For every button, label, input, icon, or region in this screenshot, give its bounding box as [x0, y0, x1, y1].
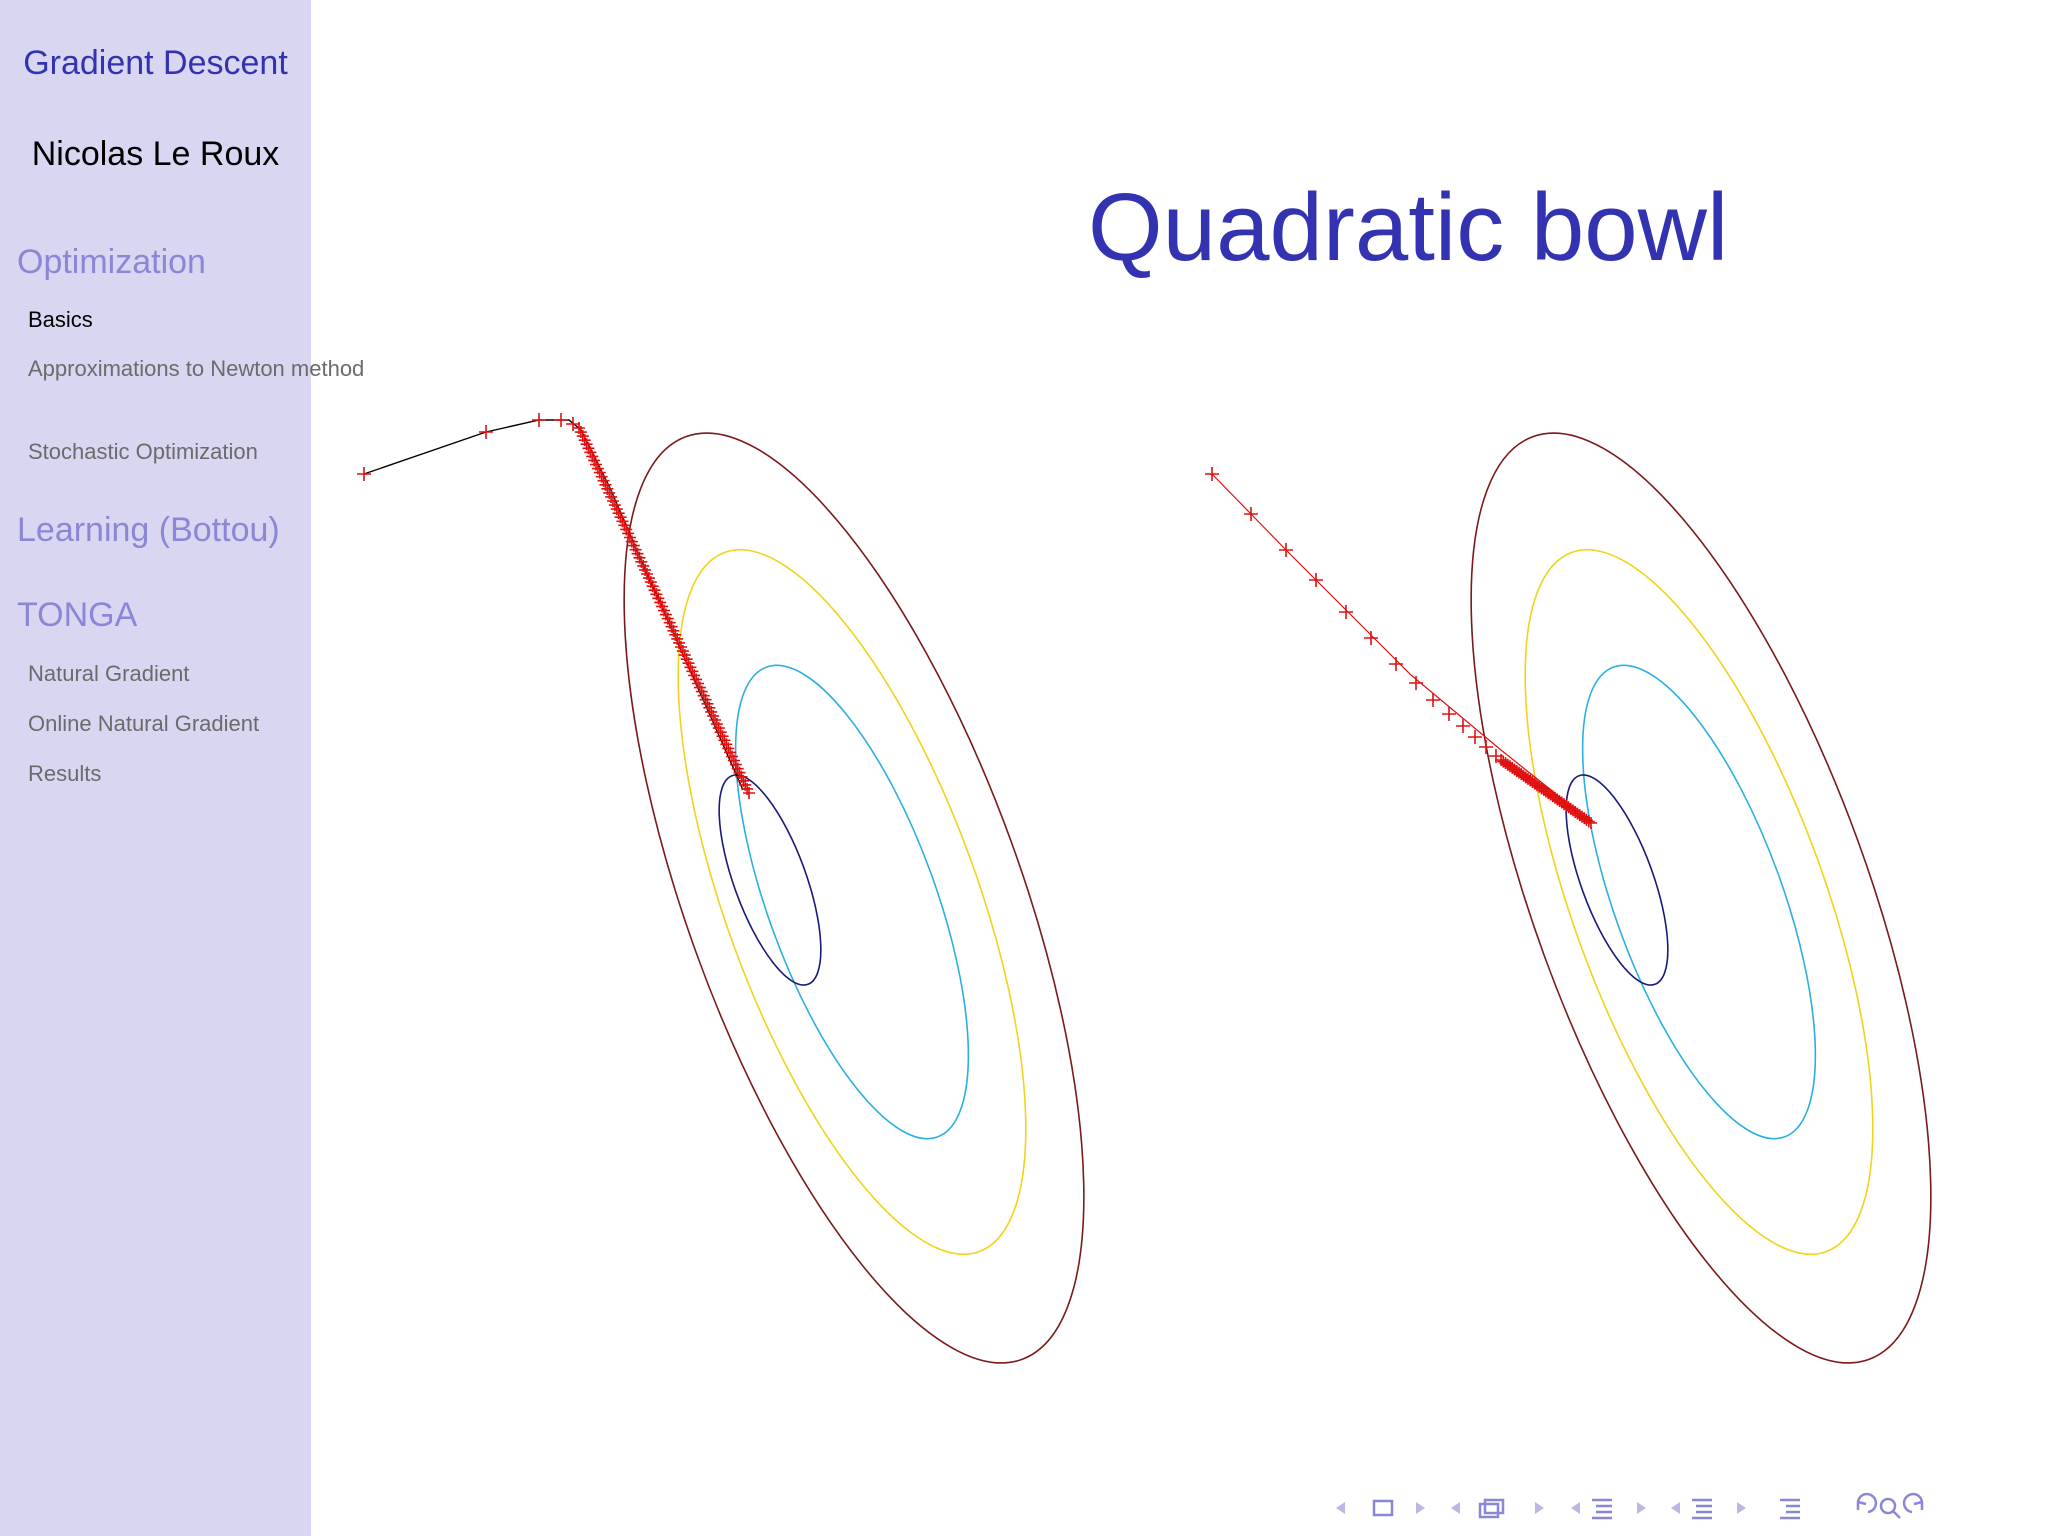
nav-section-tonga[interactable]: TONGA [17, 596, 138, 634]
step-marker [1426, 693, 1440, 707]
contour-cyan [1581, 664, 1817, 1140]
outline-icon[interactable] [1780, 1498, 1800, 1520]
nav-item-results[interactable]: Results [28, 761, 102, 786]
left-contours [623, 432, 1085, 1364]
search-icon[interactable] [1879, 1497, 1901, 1519]
prev-section-icon[interactable] [1671, 1502, 1680, 1514]
next-frame-icon[interactable] [1416, 1502, 1425, 1514]
nav-item-approximations-to-newton[interactable]: Approximations to Newton method [28, 356, 365, 381]
step-marker [1279, 543, 1293, 557]
prev-subsection-icon[interactable] [1571, 1502, 1580, 1514]
section-icon[interactable] [1692, 1498, 1712, 1520]
contour-outer [623, 432, 1085, 1364]
step-marker [1364, 631, 1378, 645]
step-marker [1468, 730, 1482, 744]
prev-slide-icon[interactable] [1451, 1502, 1460, 1514]
contour-plots [357, 413, 1932, 1364]
slide-icon[interactable] [1478, 1498, 1505, 1519]
step-marker [357, 467, 371, 481]
step-marker [554, 413, 568, 427]
step-marker [479, 425, 493, 439]
back-icon[interactable] [1856, 1492, 1878, 1514]
step-marker [566, 417, 580, 431]
left-contour-plot [357, 413, 1085, 1364]
beamer-navigation-bar [1336, 1492, 1924, 1520]
contour-yellow [1524, 548, 1874, 1256]
nav-item-natural-gradient[interactable]: Natural Gradient [28, 661, 190, 686]
nav-item-basics[interactable]: Basics [28, 307, 93, 332]
step-marker [1205, 467, 1219, 481]
step-marker [1409, 676, 1423, 690]
step-marker [1389, 657, 1403, 671]
subsection-icon[interactable] [1592, 1498, 1612, 1520]
contour-inner [1565, 774, 1669, 986]
step-marker [1479, 740, 1493, 754]
step-marker [1442, 707, 1456, 721]
nav-section-optimization[interactable]: Optimization [17, 243, 206, 281]
next-subsection-icon[interactable] [1637, 1502, 1646, 1514]
step-marker [1244, 507, 1258, 521]
frame-icon[interactable] [1372, 1499, 1394, 1517]
forward-icon[interactable] [1902, 1492, 1924, 1514]
next-section-icon[interactable] [1737, 1502, 1746, 1514]
step-marker [1339, 605, 1353, 619]
contour-inner [718, 774, 822, 986]
step-marker [743, 787, 755, 799]
newton-path-markers [1205, 467, 1597, 829]
gd-path-markers [357, 413, 755, 799]
deck-author: Nicolas Le Roux [31, 135, 280, 173]
next-slide-icon[interactable] [1535, 1502, 1544, 1514]
nav-item-stochastic-optimization[interactable]: Stochastic Optimization [28, 439, 258, 464]
step-marker [1456, 719, 1470, 733]
step-marker [1309, 573, 1323, 587]
right-contour-plot [1205, 432, 1932, 1364]
contour-cyan [734, 664, 970, 1140]
deck-title[interactable]: Gradient Descent [23, 44, 288, 82]
nav-item-online-natural-gradient[interactable]: Online Natural Gradient [28, 711, 260, 736]
prev-frame-icon[interactable] [1336, 1502, 1345, 1514]
slide-title: Quadratic bowl [1088, 174, 1729, 281]
step-marker [532, 413, 546, 427]
nav-section-learning-bottou[interactable]: Learning (Bottou) [17, 511, 280, 549]
right-contours [1470, 432, 1932, 1364]
contour-outer [1470, 432, 1932, 1364]
contour-yellow [677, 548, 1027, 1256]
step-marker [1585, 817, 1597, 829]
step-marker [1582, 815, 1595, 828]
newton-path-line [1211, 473, 1592, 824]
sidebar: Gradient Descent Nicolas Le Roux Optimiz… [0, 0, 365, 1536]
